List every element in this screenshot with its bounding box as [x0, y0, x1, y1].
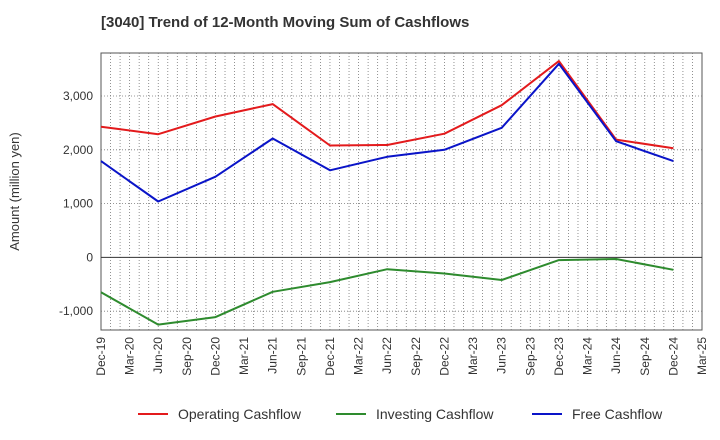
x-tick-label: Mar-20 [123, 337, 137, 375]
investing-cashflow-legend-label: Investing Cashflow [376, 406, 494, 422]
x-tick-label: Dec-20 [208, 337, 222, 376]
x-tick-label: Jun-20 [151, 337, 165, 374]
axis-layer: -1,000 0 1,000 2,000 3,000 Dec-19 Mar-20 Jun-20… [7, 89, 709, 376]
chart-title: [3040] Trend of 12-Month Moving Sum of C… [101, 14, 470, 31]
x-tick-label: Sep-22 [409, 337, 423, 376]
x-tick-label: Jun-24 [609, 337, 623, 374]
x-tick-label: Dec-24 [666, 337, 680, 376]
x-tick-label: Mar-25 [695, 337, 709, 375]
x-tick-label: Mar-24 [581, 337, 595, 375]
investing-cashflow-line [100, 258, 674, 326]
x-tick-label: Jun-22 [380, 337, 394, 374]
series-layer [100, 60, 674, 326]
y-tick-label: -1,000 [59, 304, 93, 318]
plot-frame [100, 52, 703, 331]
y-tick-label: 0 [86, 250, 93, 264]
x-tick-label: Dec-21 [323, 337, 337, 376]
grid-layer [100, 52, 703, 331]
x-tick-label: Sep-24 [638, 337, 652, 376]
x-tick-label: Jun-21 [266, 337, 280, 374]
y-tick-label: 3,000 [63, 89, 93, 103]
x-tick-label: Mar-23 [466, 337, 480, 375]
x-tick-label: Sep-23 [523, 337, 537, 376]
legend-layer: Operating Cashflow Investing Cashflow Free… [138, 406, 663, 422]
operating-cashflow-line [100, 60, 674, 150]
y-axis-title: Amount (million yen) [7, 132, 22, 251]
operating-cashflow-legend-label: Operating Cashflow [178, 406, 302, 422]
x-tick-label: Dec-19 [94, 337, 108, 376]
x-tick-label: Sep-21 [294, 337, 308, 376]
x-tick-label: Mar-22 [352, 337, 366, 375]
x-tick-label: Dec-23 [552, 337, 566, 376]
x-tick-label: Mar-21 [237, 337, 251, 375]
x-tick-label: Sep-20 [180, 337, 194, 376]
x-tick-label: Dec-22 [437, 337, 451, 376]
y-tick-label: 2,000 [63, 143, 93, 157]
free-cashflow-legend-label: Free Cashflow [572, 406, 663, 422]
y-tick-label: 1,000 [63, 197, 93, 211]
x-tick-label: Jun-23 [495, 337, 509, 374]
free-cashflow-line [100, 62, 674, 203]
